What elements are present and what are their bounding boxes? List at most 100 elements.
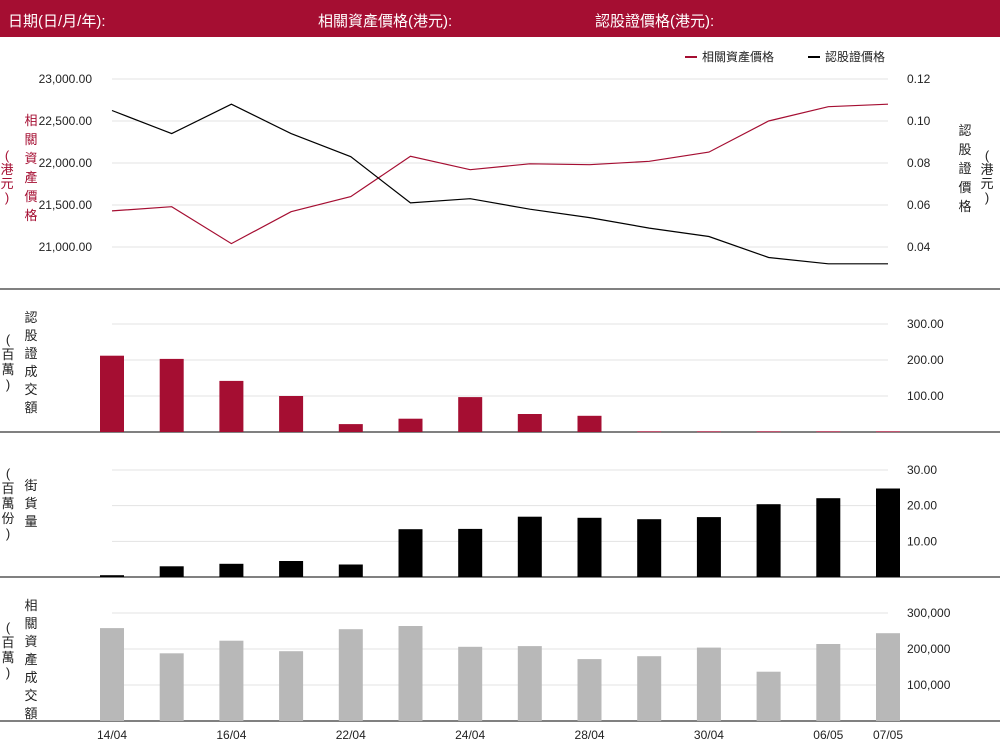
legend-label-warrant: 認股證價格 [825, 49, 885, 64]
underlying-turnover-bar [816, 644, 841, 721]
outstanding-bar [577, 517, 602, 577]
axis-label-char: ( [6, 466, 11, 481]
outstanding-tick-label: 20.00 [907, 499, 937, 513]
warrant-turnover-bar [338, 424, 363, 432]
axis-label-char: 關 [24, 132, 37, 147]
axis-label-char: 交 [24, 688, 37, 703]
axis-label-char: 相 [24, 113, 37, 128]
right-axis-unit-label: (港元) [980, 148, 993, 205]
axis-label-char: 關 [24, 616, 37, 631]
axis-label-char: ( [5, 148, 10, 163]
axis-label-char: ) [5, 190, 9, 205]
axis-label-char: 認 [24, 310, 37, 325]
x-axis-tick-label: 24/04 [455, 728, 485, 742]
axis-label-char: 成 [24, 670, 37, 685]
warrant-turnover-bar [279, 396, 304, 432]
right-tick-label: 0.04 [907, 240, 931, 254]
warrant-turnover-bar [517, 414, 542, 432]
outstanding-bar [458, 528, 483, 577]
axis-label-char: 股 [958, 142, 971, 157]
underlying-turnover-bar [100, 628, 124, 721]
axis-label-char: 證 [24, 346, 37, 361]
underlying-turnover-bar [876, 633, 900, 721]
axis-label-char: 萬 [1, 650, 14, 665]
outstanding-tick-label: 30.00 [907, 463, 937, 477]
axis-label-char: 價 [24, 189, 37, 204]
axis-label-char: 資 [24, 151, 37, 166]
axis-label-char: 產 [24, 170, 37, 185]
left-axis-unit-label: (港元) [0, 148, 13, 205]
underlying-turnover-bar [517, 646, 542, 721]
axis-label-char: 證 [958, 161, 971, 176]
axis-label-char: 百 [1, 635, 14, 650]
axis-label-char: 萬 [1, 362, 14, 377]
underlying-turnover-bar [279, 651, 304, 721]
warrant-turnover-bar [458, 397, 483, 432]
warrant-turnover-bar [696, 431, 721, 433]
warrant-turnover-bar [816, 431, 841, 433]
left-tick-label: 22,500.00 [39, 114, 93, 128]
warrant-turnover-tick-label: 300.00 [907, 317, 944, 331]
underlying-turnover-tick-label: 300,000 [907, 606, 951, 620]
warrant-turnover-bar [637, 431, 662, 433]
axis-label-char: 相 [24, 598, 37, 613]
axis-label-char: 量 [24, 514, 37, 529]
underlying-turnover-bar [637, 656, 662, 721]
underlying-turnover-bar [219, 640, 244, 721]
outstanding-axis-title: 街貨量 [24, 478, 37, 529]
underlying-turnover-axis-unit-label: (百萬) [1, 620, 14, 680]
outstanding-bar [756, 504, 781, 577]
x-axis-tick-label: 14/04 [97, 728, 127, 742]
axis-label-char: 街 [24, 478, 37, 493]
right-tick-label: 0.06 [907, 198, 931, 212]
left-tick-label: 22,000.00 [39, 156, 93, 170]
axis-label-char: ( [6, 332, 11, 347]
underlying-turnover-bar [577, 659, 602, 721]
outstanding-bar [398, 529, 423, 577]
axis-label-char: 港 [0, 162, 13, 177]
outstanding-bar [159, 566, 184, 577]
left-axis-title: 相關資產價格 [24, 113, 37, 223]
axis-label-char: ( [985, 148, 990, 163]
x-axis-tick-label: 30/04 [694, 728, 724, 742]
axis-label-char: 元 [980, 176, 993, 191]
right-tick-label: 0.12 [907, 72, 931, 86]
axis-label-char: 貨 [24, 496, 37, 511]
axis-label-char: ) [6, 665, 10, 680]
warrant-price-line [111, 103, 888, 265]
warrant-turnover-bar [398, 418, 423, 432]
axis-label-char: 資 [24, 634, 37, 649]
warrant-price-readout-label: 認股證價格(港元): [595, 13, 715, 30]
legend: 相關資產價格 認股證價格 [685, 49, 885, 64]
outstanding-axis-unit-label: (百萬份) [1, 466, 14, 541]
underlying-price-readout-label: 相關資產價格(港元): [318, 13, 453, 30]
axis-label-char: 額 [24, 400, 37, 415]
axis-label-char: 格 [24, 208, 37, 223]
left-tick-label: 23,000.00 [39, 72, 93, 86]
axis-label-char: 港 [980, 162, 993, 177]
legend-label-underlying: 相關資產價格 [702, 49, 774, 64]
axis-label-char: 交 [24, 382, 37, 397]
axis-label-char: 成 [24, 364, 37, 379]
axis-label-char: 產 [24, 652, 37, 667]
warrant-turnover-bar [100, 355, 124, 432]
axis-label-char: ( [6, 620, 11, 635]
left-tick-label: 21,500.00 [39, 198, 93, 212]
underlying-turnover-bar [338, 629, 363, 721]
warrant-turnover-bar [219, 380, 244, 432]
axis-label-char: ) [6, 377, 10, 392]
warrant-turnover-tick-label: 200.00 [907, 353, 944, 367]
warrant-turnover-bar [756, 431, 781, 433]
axis-label-char: 認 [958, 123, 971, 138]
underlying-turnover-bar [696, 647, 721, 721]
axis-label-char: 百 [1, 347, 14, 362]
axis-label-char: 股 [24, 328, 37, 343]
outstanding-bar [279, 561, 304, 577]
underlying-turnover-bar [458, 646, 483, 721]
axis-label-char: 元 [0, 176, 13, 191]
chart-header: 日期(日/月/年): 相關資產價格(港元): 認股證價格(港元): [0, 0, 1000, 37]
underlying-turnover-tick-label: 200,000 [907, 642, 951, 656]
outstanding-bar [338, 564, 363, 577]
